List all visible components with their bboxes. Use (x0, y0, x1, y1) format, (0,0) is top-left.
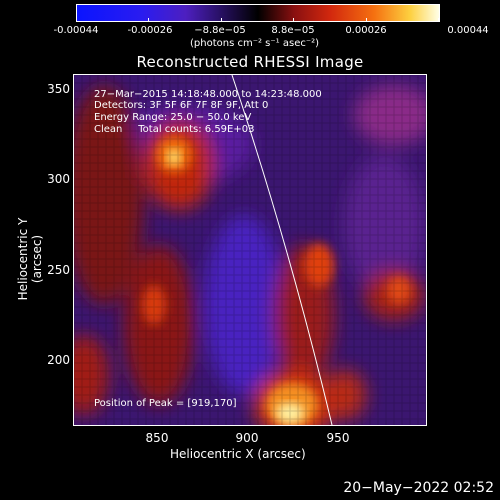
colorbar (76, 4, 440, 22)
y-tick-label: 350 (47, 82, 70, 96)
colorbar-mark (221, 18, 222, 22)
y-tick-label: 250 (47, 263, 70, 277)
footer-date: 20−May−2022 02:52 (343, 480, 494, 496)
x-axis-label: Heliocentric X (arcsec) (170, 447, 306, 461)
colorbar-tick: -0.00026 (127, 25, 173, 36)
colorbar-tick: 0.00044 (447, 25, 489, 36)
image-plot: 27−Mar−2015 14:18:48.000 to 14:23:48.000… (73, 74, 427, 426)
colorbar-tick: 8.8e−05 (271, 25, 315, 36)
y-axis-label: Heliocentric Y (arcsec) (16, 217, 44, 301)
x-tick-label: 850 (145, 431, 169, 445)
clean-counts-label: Clean Total counts: 6.59E+03 (94, 124, 255, 135)
x-tick-label: 900 (235, 431, 259, 445)
colorbar-units: (photons cm⁻² s⁻¹ asec⁻²) (190, 38, 320, 49)
y-tick-label: 200 (47, 353, 70, 367)
colorbar-mark (438, 18, 439, 22)
colorbar-mark (148, 18, 149, 22)
time-range-label: 27−Mar−2015 14:18:48.000 to 14:23:48.000 (94, 89, 322, 100)
colorbar-mark (293, 18, 294, 22)
rhessi-image (74, 75, 426, 425)
detectors-label: Detectors: 3F 5F 6F 7F 8F 9F, Att 0 (94, 100, 269, 111)
y-tick-label: 300 (47, 172, 70, 186)
plot-title: Reconstructed RHESSI Image (136, 53, 364, 71)
colorbar-tick: 0.00026 (345, 25, 387, 36)
colorbar-tick: -0.00044 (53, 25, 99, 36)
colorbar-tick: −8.8e−05 (194, 25, 246, 36)
solar-limb-line (231, 75, 333, 425)
x-tick-label: 950 (326, 431, 350, 445)
energy-range-label: Energy Range: 25.0 − 50.0 keV (94, 112, 252, 123)
peak-position-label: Position of Peak = [919,170] (94, 398, 237, 409)
colorbar-mark (76, 18, 77, 22)
colorbar-mark (366, 18, 367, 22)
